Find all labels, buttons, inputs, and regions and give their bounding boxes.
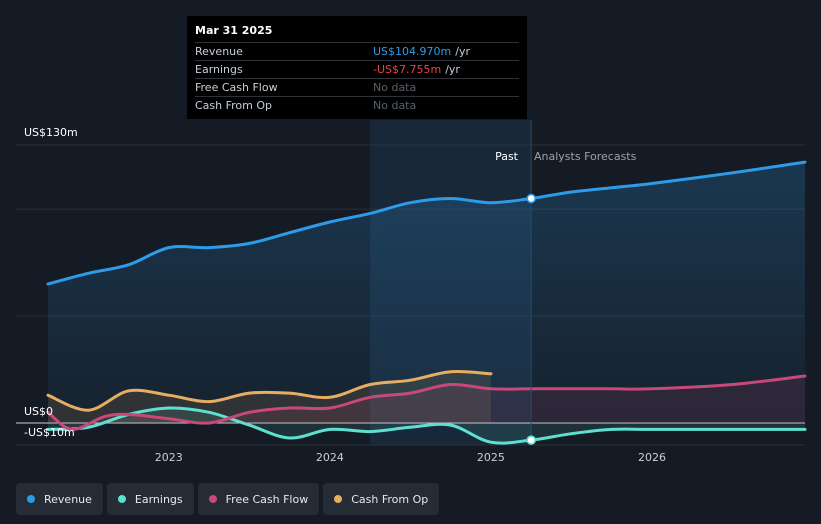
earnings-marker [526,435,536,445]
tooltip-row-revenue: Revenue US$104.970m /yr [195,42,519,60]
free-cash-flow-line [46,374,807,431]
legend-item-earnings[interactable]: Earnings [106,483,194,515]
x-tick-label: 2023 [155,451,183,464]
tooltip: Mar 31 2025 Revenue US$104.970m /yr Earn… [187,16,527,119]
tooltip-row-earnings: Earnings -US$7.755m /yr [195,60,519,78]
tooltip-value: No data [373,99,417,112]
forecast-label: Analysts Forecasts [534,150,637,163]
tooltip-name: Cash From Op [195,99,273,112]
legend: Revenue Earnings Free Cash Flow Cash Fro… [16,483,440,515]
tooltip-name: Earnings [195,63,243,76]
y-label-top: US$130m [24,126,78,139]
tooltip-value: -US$7.755m [373,63,442,76]
revenue-dot-icon [27,495,35,503]
series-fills [48,162,805,444]
tooltip-unit: /yr [445,63,460,76]
tooltip-value: No data [373,81,417,94]
markers [526,193,536,445]
x-tick-label: 2025 [477,451,505,464]
y-label-neg: -US$10m [24,426,75,439]
legend-item-revenue[interactable]: Revenue [16,483,103,515]
revenue-area [48,162,805,423]
tooltip-value: US$104.970m [373,45,452,58]
y-label-zero: US$0 [24,405,53,418]
past-label: Past [495,150,519,163]
earnings-dot-icon [117,495,126,503]
x-ticks: 2023 2024 2025 2026 [155,451,666,464]
legend-label: Revenue [44,492,92,506]
free-cash-flow-dot-icon [208,495,217,503]
legend-label: Cash From Op [351,492,429,506]
x-tick-label: 2026 [638,451,666,464]
earnings-area [48,407,805,444]
legend-item-cash-from-op[interactable]: Cash From Op [323,483,440,515]
cash-from-op-line [46,369,493,412]
revenue-marker [526,193,536,204]
series-lines [46,160,807,445]
x-tick-label: 2024 [316,451,344,464]
tooltip-date: Mar 31 2025 [195,24,273,37]
tooltip-unit: /yr [455,45,470,58]
legend-item-free-cash-flow[interactable]: Free Cash Flow [197,483,320,515]
revenue-line [46,160,807,286]
tooltip-row-free-cash-flow: Free Cash Flow No data [195,78,519,96]
tooltip-name: Free Cash Flow [195,81,278,94]
legend-label: Free Cash Flow [225,492,309,506]
earnings-line [46,406,807,445]
tooltip-row-cash-from-op: Cash From Op No data [195,96,519,114]
cash-from-op-dot-icon [334,495,343,503]
legend-label: Earnings [134,492,183,506]
tooltip-name: Revenue [195,45,243,58]
